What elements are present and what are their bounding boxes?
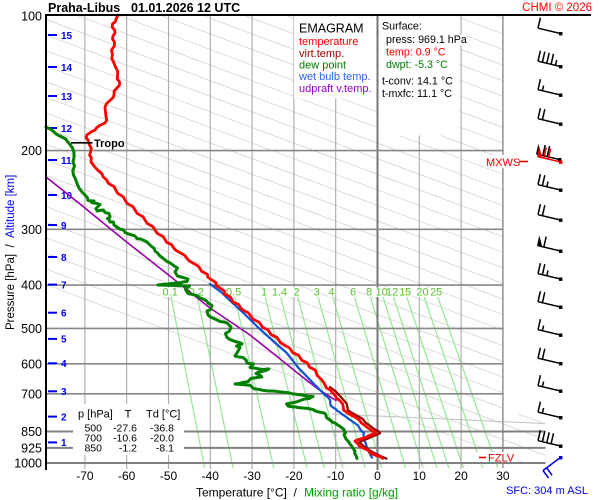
svg-text:dwpt: -5.3 °C: dwpt: -5.3 °C — [386, 59, 448, 71]
svg-text:925: 925 — [21, 441, 42, 455]
svg-text:700: 700 — [84, 433, 102, 445]
svg-text:p [hPa]: p [hPa] — [78, 409, 113, 421]
svg-text:press: 969.1 hPa: press: 969.1 hPa — [386, 34, 467, 46]
svg-text:-8.1: -8.1 — [156, 442, 174, 454]
svg-text:20: 20 — [416, 287, 428, 299]
svg-text:-27.6: -27.6 — [113, 423, 137, 435]
svg-text:01.01.2026 12 UTC: 01.01.2026 12 UTC — [131, 1, 240, 15]
svg-text:4: 4 — [61, 359, 67, 370]
svg-text:20: 20 — [454, 469, 468, 483]
svg-text:-36.8: -36.8 — [150, 423, 174, 435]
svg-text:0.1: 0.1 — [163, 287, 178, 299]
svg-text:-10.6: -10.6 — [113, 433, 137, 445]
svg-text:FZLV: FZLV — [488, 453, 515, 465]
svg-text:600: 600 — [21, 357, 42, 371]
svg-text:T: T — [125, 409, 132, 421]
svg-text:6: 6 — [350, 287, 356, 299]
svg-text:CHMI © 2026: CHMI © 2026 — [522, 2, 592, 14]
svg-text:12: 12 — [386, 287, 398, 299]
svg-text:1000: 1000 — [14, 457, 42, 471]
svg-text:850: 850 — [84, 442, 102, 454]
svg-text:6: 6 — [61, 309, 67, 320]
svg-text:SFC: 304 m ASL: SFC: 304 m ASL — [506, 485, 588, 497]
svg-text:3: 3 — [314, 287, 320, 299]
svg-text:8: 8 — [61, 253, 67, 264]
svg-text:t-conv: 14.1 °C: t-conv: 14.1 °C — [382, 76, 453, 88]
svg-text:Mixing ratio [g/kg]: Mixing ratio [g/kg] — [304, 486, 398, 500]
svg-text:4: 4 — [328, 287, 334, 299]
svg-text:30: 30 — [496, 469, 510, 483]
svg-text:wet bulb temp.: wet bulb temp. — [298, 71, 371, 83]
svg-text:Td [°C]: Td [°C] — [146, 409, 180, 421]
svg-text:15: 15 — [399, 287, 411, 299]
svg-text:0: 0 — [374, 469, 381, 483]
svg-text:10: 10 — [61, 191, 73, 202]
svg-text:850: 850 — [21, 425, 42, 439]
svg-text:temperature: temperature — [299, 36, 358, 48]
svg-text:2: 2 — [294, 287, 300, 299]
svg-text:10: 10 — [413, 469, 427, 483]
svg-text:9: 9 — [61, 221, 67, 232]
svg-text:10: 10 — [375, 287, 387, 299]
svg-text:200: 200 — [21, 144, 42, 158]
svg-text:1: 1 — [261, 287, 267, 299]
svg-text:-60: -60 — [118, 469, 136, 483]
svg-text:1: 1 — [61, 438, 67, 449]
svg-text:3: 3 — [61, 387, 67, 398]
svg-text:-30: -30 — [243, 469, 261, 483]
svg-text:EMAGRAM: EMAGRAM — [299, 22, 364, 36]
svg-text:Tropo: Tropo — [94, 138, 125, 150]
svg-text:t-mxfc: 11.1 °C: t-mxfc: 11.1 °C — [382, 88, 452, 100]
svg-text:8: 8 — [366, 287, 372, 299]
svg-text:-10: -10 — [327, 469, 345, 483]
svg-text:300: 300 — [21, 223, 42, 237]
svg-text:25: 25 — [430, 287, 442, 299]
svg-text:5: 5 — [61, 335, 67, 346]
svg-text:-1.2: -1.2 — [119, 442, 137, 454]
svg-text:Pressure [hPa] / Altitude [k: Pressure [hPa] / Altitude [km] — [5, 175, 17, 330]
svg-text:-20: -20 — [285, 469, 303, 483]
svg-text:700: 700 — [21, 387, 42, 401]
svg-text:-40: -40 — [202, 469, 220, 483]
svg-text:-70: -70 — [76, 469, 94, 483]
svg-text:temp: 0.9 °C: temp: 0.9 °C — [386, 47, 446, 59]
svg-text:15: 15 — [61, 31, 73, 42]
svg-text:12: 12 — [61, 124, 73, 135]
svg-text:7: 7 — [61, 280, 67, 291]
svg-text:-20.0: -20.0 — [150, 433, 174, 445]
svg-text:Surface:: Surface: — [382, 21, 422, 33]
svg-text:MXWS: MXWS — [486, 157, 520, 169]
svg-text:udpraft v.temp.: udpraft v.temp. — [299, 83, 372, 95]
svg-text:Praha-Libus: Praha-Libus — [48, 1, 120, 15]
svg-text:11: 11 — [61, 156, 72, 167]
svg-text:500: 500 — [84, 423, 102, 435]
svg-text:Temperature [°C] /: Temperature [°C] / — [196, 486, 298, 500]
svg-text:13: 13 — [61, 92, 73, 103]
svg-text:2: 2 — [61, 412, 67, 423]
svg-text:14: 14 — [61, 63, 73, 74]
svg-text:dew point: dew point — [299, 60, 346, 72]
svg-text:1.4: 1.4 — [272, 287, 287, 299]
svg-text:virt.temp.: virt.temp. — [299, 48, 344, 60]
svg-text:500: 500 — [21, 322, 42, 336]
svg-text:400: 400 — [21, 279, 42, 293]
svg-text:-50: -50 — [160, 469, 178, 483]
svg-text:100: 100 — [21, 10, 42, 24]
